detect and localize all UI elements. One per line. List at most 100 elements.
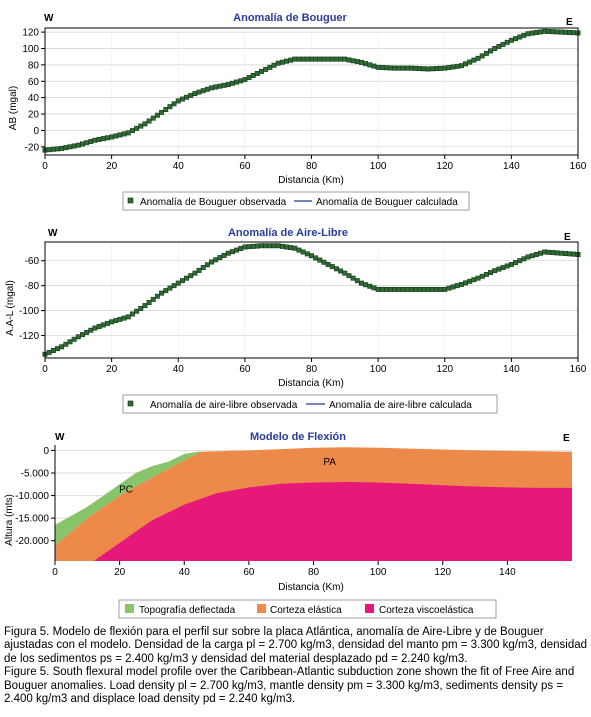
free-air-observed-point	[334, 266, 339, 272]
bouguer-observed-point	[267, 64, 273, 70]
bouguer-observed-point	[129, 128, 135, 134]
bouguer-observed-point	[154, 112, 160, 118]
bouguer-observed-point	[375, 64, 381, 70]
bouguer-observed-point	[250, 73, 256, 78]
bouguer-observed-point	[204, 86, 210, 92]
bouguer-observed-point	[546, 29, 552, 34]
bouguer-x-tick-label: 40	[173, 161, 185, 172]
free-air-observed-point	[275, 243, 281, 249]
free-air-x-tick-label: 100	[370, 364, 387, 375]
free-air-observed-point	[354, 278, 360, 284]
free-air-observed-point	[192, 270, 198, 276]
free-air-observed-point	[342, 270, 348, 276]
bouguer-observed-point	[463, 61, 469, 67]
bouguer-observed-point	[538, 29, 543, 35]
free-air-x-tick-label: 120	[436, 364, 453, 375]
bouguer-legend-observed-marker	[127, 197, 134, 204]
flexure-x-tick-label: 40	[179, 567, 191, 578]
bouguer-observed-point	[159, 109, 165, 115]
flexure-x-tick-label: 20	[114, 567, 126, 578]
free-air-observed-point	[504, 263, 510, 269]
bouguer-observed-point	[467, 59, 473, 65]
bouguer-observed-point	[413, 65, 419, 71]
free-air-observed-point	[500, 265, 506, 271]
free-air-observed-point	[225, 250, 231, 256]
bouguer-observed-point	[321, 56, 327, 62]
bouguer-legend-calculated: Anomalía de Bouguer calculada	[316, 197, 458, 208]
bouguer-x-tick-label: 100	[370, 161, 387, 172]
free-air-observed-point	[196, 267, 202, 273]
bouguer-observed-point	[179, 96, 185, 102]
free-air-observed-point	[92, 325, 98, 331]
flexure-x-tick-label: 100	[370, 567, 387, 578]
free-air-observed-point	[63, 341, 69, 347]
bouguer-observed-point	[554, 29, 560, 35]
bouguer-x-tick-label: 0	[42, 161, 48, 172]
bouguer-x-tick-label: 120	[436, 161, 453, 172]
bouguer-observed-point	[142, 121, 148, 127]
free-air-observed-point	[184, 275, 190, 281]
free-air-observed-point	[142, 303, 148, 309]
bouguer-observed-point	[75, 142, 81, 148]
free-air-observed-point	[125, 314, 131, 320]
bouguer-observed-point	[350, 58, 356, 64]
free-air-observed-point	[496, 266, 502, 272]
free-air-observed-point	[425, 286, 431, 292]
bouguer-observed-point	[533, 30, 539, 35]
free-air-observed-point	[209, 259, 215, 265]
free-air-observed-point	[146, 300, 152, 305]
free-air-observed-point	[471, 277, 477, 283]
bouguer-observed-point	[338, 56, 344, 62]
flexure-ticks: 0 -5.000 -10.000 -15.000 -20.000 0 20 40 60 80 100…	[15, 446, 516, 578]
bouguer-observed-point	[259, 68, 264, 74]
bouguer-observed-point	[488, 48, 494, 54]
bouguer-observed-point	[504, 39, 510, 45]
free-air-observed-point	[292, 245, 298, 251]
free-air-observed-point	[113, 318, 119, 324]
bouguer-observed-point	[213, 84, 219, 90]
bouguer-observed-point	[367, 62, 373, 68]
free-air-observed-point	[475, 275, 481, 281]
bouguer-observed-point	[359, 59, 364, 65]
bouguer-observed-point	[71, 143, 77, 149]
free-air-observed-point	[50, 348, 56, 353]
free-air-legend-calculated: Anomalía de aire-libre calculada	[329, 400, 472, 411]
free-air-y-tick-label: -80	[25, 281, 40, 292]
free-air-observed-point	[175, 280, 181, 286]
bouguer-observed-point	[288, 57, 294, 63]
free-air-observed-point	[321, 259, 327, 265]
free-air-observed-point	[463, 280, 469, 286]
bouguer-observed-point	[175, 98, 181, 104]
free-air-observed-point	[529, 253, 535, 259]
bouguer-observed-point	[229, 80, 235, 86]
free-air-x-tick-label: 60	[239, 364, 251, 375]
free-air-observed-point	[421, 286, 427, 292]
free-air-observed-point	[250, 243, 256, 249]
bouguer-observed-point	[454, 63, 460, 69]
free-air-observed-point	[400, 286, 406, 292]
bouguer-observed-point	[329, 56, 335, 62]
bouguer-east-label: E	[566, 17, 573, 28]
flexure-legend-topography-swatch	[125, 604, 134, 613]
bouguer-observed-point	[138, 123, 144, 129]
bouguer-observed-point	[200, 88, 206, 94]
free-air-observed-point	[109, 319, 115, 325]
bouguer-y-tick-label: 60	[28, 77, 40, 88]
free-air-y-tick-label: -60	[25, 256, 40, 267]
bouguer-observed-point	[92, 137, 98, 143]
free-air-observed-point	[163, 288, 169, 294]
flexure-legend-elastic: Corteza elástica	[270, 605, 342, 616]
bouguer-observed-point	[417, 66, 423, 72]
free-air-observed-point	[100, 322, 106, 328]
free-air-east-label: E	[564, 232, 571, 243]
free-air-observed-point	[271, 243, 277, 249]
bouguer-observed-point	[450, 64, 456, 70]
free-air-observed-point	[458, 281, 464, 287]
bouguer-x-tick-label: 20	[106, 161, 118, 172]
bouguer-observed-point	[408, 65, 414, 71]
flexure-title: Modelo de Flexión	[250, 431, 346, 443]
flexure-layer-label: PA	[323, 457, 336, 468]
bouguer-series	[42, 27, 581, 156]
flexure-legend-viscoelastic-swatch	[365, 604, 374, 613]
